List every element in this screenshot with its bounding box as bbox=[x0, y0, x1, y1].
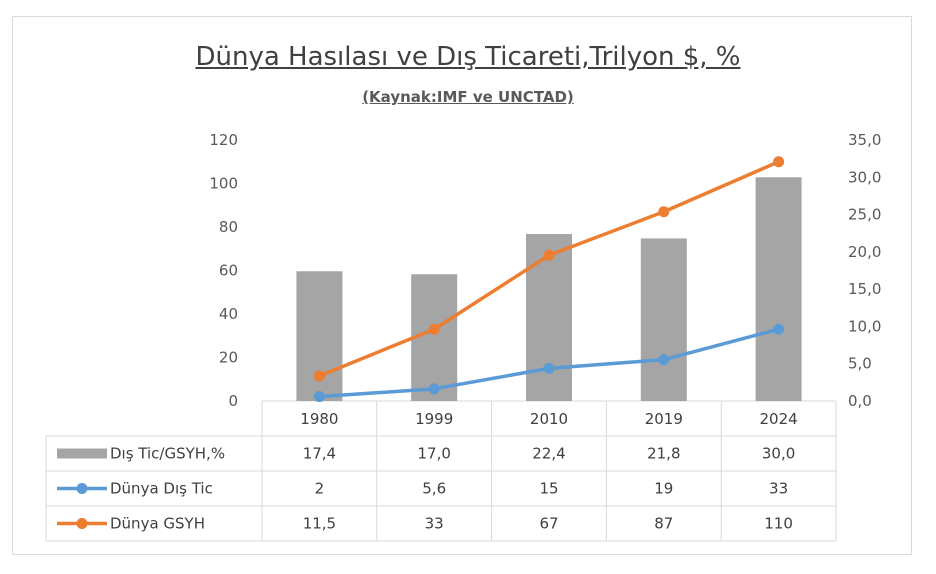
data-table: 1980 1999 2010 2019 2024 Dış Tic/GSYH,% 17,4 17… bbox=[57, 410, 798, 533]
data-table-value: 33 bbox=[769, 480, 788, 498]
series-marker bbox=[543, 362, 555, 374]
data-table-value: 11,5 bbox=[303, 515, 336, 533]
right-axis-tick-label: 5,0 bbox=[848, 355, 872, 373]
series-marker bbox=[313, 370, 325, 382]
right-axis-tick-label: 30,0 bbox=[848, 168, 881, 186]
right-axis-tick-label: 25,0 bbox=[848, 206, 881, 224]
data-table-value: 21,8 bbox=[647, 445, 680, 463]
bar bbox=[411, 274, 458, 401]
legend-key-marker bbox=[76, 518, 88, 529]
legend-label: Dış Tic/GSYH,% bbox=[110, 445, 225, 463]
left-axis-tick-label: 20 bbox=[219, 349, 238, 367]
left-axis-tick-label: 120 bbox=[209, 131, 238, 149]
legend-key-marker bbox=[76, 483, 88, 494]
data-table-value: 33 bbox=[425, 515, 444, 533]
right-axis-tick-label: 35,0 bbox=[848, 131, 881, 149]
series-marker bbox=[313, 391, 325, 403]
category-label: 2010 bbox=[530, 410, 568, 428]
data-table-value: 87 bbox=[654, 515, 673, 533]
legend-label: Dünya Dış Tic bbox=[110, 480, 213, 498]
data-table-value: 2 bbox=[315, 480, 325, 498]
series-marker bbox=[428, 323, 440, 335]
bar bbox=[296, 271, 343, 401]
data-table-grid bbox=[45, 400, 837, 542]
series-marker bbox=[773, 323, 785, 335]
legend-key-bar bbox=[57, 448, 107, 459]
left-axis-tick-label: 60 bbox=[219, 262, 238, 280]
category-label: 1980 bbox=[300, 410, 338, 428]
category-label: 1999 bbox=[415, 410, 453, 428]
right-axis-tick-label: 0,0 bbox=[848, 392, 872, 410]
legend-label: Dünya GSYH bbox=[110, 515, 205, 533]
right-axis: 0,0 5,0 10,0 15,0 20,0 25,0 30,0 35,0 bbox=[848, 131, 881, 410]
category-label: 2024 bbox=[760, 410, 798, 428]
series-marker bbox=[543, 249, 555, 261]
series-marker bbox=[658, 206, 670, 218]
bar bbox=[640, 238, 687, 401]
data-table-value: 110 bbox=[764, 515, 793, 533]
left-axis-tick-label: 0 bbox=[228, 392, 238, 410]
series-marker bbox=[773, 156, 785, 168]
category-label: 2019 bbox=[645, 410, 683, 428]
data-table-value: 30,0 bbox=[762, 445, 795, 463]
data-table-value: 17,4 bbox=[303, 445, 336, 463]
right-axis-tick-label: 10,0 bbox=[848, 317, 881, 335]
left-axis: 0 20 40 60 80 100 120 bbox=[209, 131, 238, 410]
right-axis-tick-label: 20,0 bbox=[848, 243, 881, 261]
data-table-value: 5,6 bbox=[422, 480, 446, 498]
data-table-value: 22,4 bbox=[532, 445, 565, 463]
data-table-value: 17,0 bbox=[417, 445, 450, 463]
series-marker bbox=[658, 354, 670, 366]
left-axis-tick-label: 100 bbox=[209, 175, 238, 193]
data-table-value: 19 bbox=[654, 480, 673, 498]
left-axis-tick-label: 80 bbox=[219, 218, 238, 236]
bar bbox=[755, 177, 802, 401]
chart-subtitle: (Kaynak:IMF ve UNCTAD) bbox=[362, 88, 574, 106]
left-axis-tick-label: 40 bbox=[219, 305, 238, 323]
data-table-value: 67 bbox=[539, 515, 558, 533]
right-axis-tick-label: 15,0 bbox=[848, 280, 881, 298]
chart-title: Dünya Hasılası ve Dış Ticareti,Trilyon $… bbox=[195, 42, 741, 72]
data-table-value: 15 bbox=[539, 480, 558, 498]
line-series bbox=[313, 156, 785, 403]
series-marker bbox=[428, 383, 440, 395]
